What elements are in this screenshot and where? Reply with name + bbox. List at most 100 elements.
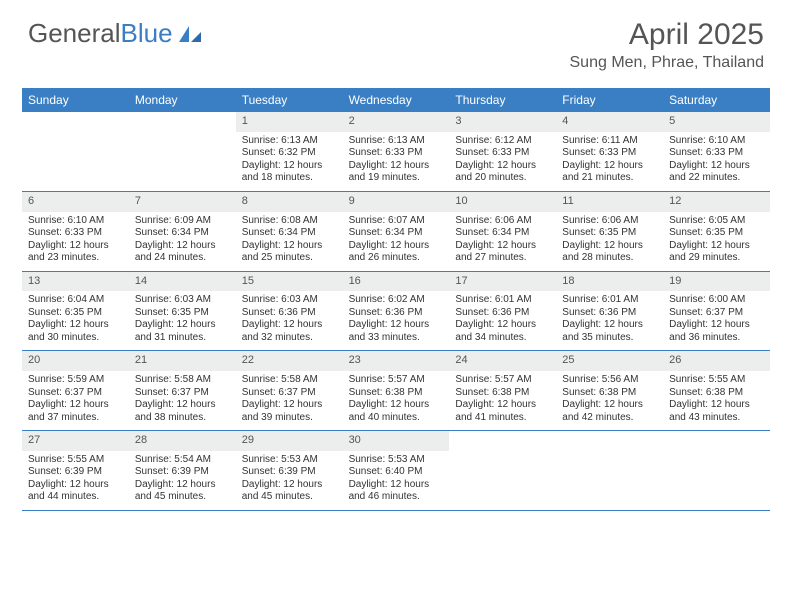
daylight-text: Daylight: 12 hours and 32 minutes.: [242, 319, 337, 344]
day-cell: [22, 112, 129, 191]
sunset-text: Sunset: 6:33 PM: [349, 147, 444, 160]
title-block: April 2025 Sung Men, Phrae, Thailand: [570, 18, 765, 72]
day-content: Sunrise: 6:08 AMSunset: 6:34 PMDaylight:…: [236, 212, 343, 271]
day-number: 7: [129, 192, 236, 212]
day-number: 30: [343, 431, 450, 451]
sunset-text: Sunset: 6:40 PM: [349, 466, 444, 479]
daylight-text: Daylight: 12 hours and 21 minutes.: [562, 160, 657, 185]
sunrise-text: Sunrise: 5:54 AM: [135, 454, 230, 467]
day-cell: 3Sunrise: 6:12 AMSunset: 6:33 PMDaylight…: [449, 112, 556, 191]
day-cell: 24Sunrise: 5:57 AMSunset: 6:38 PMDayligh…: [449, 351, 556, 430]
sunset-text: Sunset: 6:34 PM: [135, 227, 230, 240]
day-number: 20: [22, 351, 129, 371]
day-number: 13: [22, 272, 129, 292]
daylight-text: Daylight: 12 hours and 42 minutes.: [562, 399, 657, 424]
day-number: 17: [449, 272, 556, 292]
sunrise-text: Sunrise: 6:03 AM: [135, 294, 230, 307]
daylight-text: Daylight: 12 hours and 28 minutes.: [562, 240, 657, 265]
sunrise-text: Sunrise: 5:53 AM: [349, 454, 444, 467]
day-number: 16: [343, 272, 450, 292]
sunrise-text: Sunrise: 6:10 AM: [669, 135, 764, 148]
day-cell: 9Sunrise: 6:07 AMSunset: 6:34 PMDaylight…: [343, 192, 450, 271]
day-content: Sunrise: 6:13 AMSunset: 6:33 PMDaylight:…: [343, 132, 450, 191]
sunset-text: Sunset: 6:35 PM: [135, 307, 230, 320]
day-cell: 11Sunrise: 6:06 AMSunset: 6:35 PMDayligh…: [556, 192, 663, 271]
day-content: Sunrise: 6:03 AMSunset: 6:36 PMDaylight:…: [236, 291, 343, 350]
sunrise-text: Sunrise: 6:08 AM: [242, 215, 337, 228]
sunset-text: Sunset: 6:33 PM: [455, 147, 550, 160]
sunrise-text: Sunrise: 5:57 AM: [349, 374, 444, 387]
sunset-text: Sunset: 6:35 PM: [562, 227, 657, 240]
sunrise-text: Sunrise: 6:04 AM: [28, 294, 123, 307]
day-cell: [663, 431, 770, 510]
day-content: Sunrise: 5:58 AMSunset: 6:37 PMDaylight:…: [129, 371, 236, 430]
daylight-text: Daylight: 12 hours and 20 minutes.: [455, 160, 550, 185]
sunrise-text: Sunrise: 6:10 AM: [28, 215, 123, 228]
daylight-text: Daylight: 12 hours and 18 minutes.: [242, 160, 337, 185]
day-header-saturday: Saturday: [663, 88, 770, 112]
sunset-text: Sunset: 6:37 PM: [242, 387, 337, 400]
day-content: Sunrise: 6:06 AMSunset: 6:35 PMDaylight:…: [556, 212, 663, 271]
day-cell: 27Sunrise: 5:55 AMSunset: 6:39 PMDayligh…: [22, 431, 129, 510]
sunset-text: Sunset: 6:32 PM: [242, 147, 337, 160]
sunrise-text: Sunrise: 5:53 AM: [242, 454, 337, 467]
day-number: 11: [556, 192, 663, 212]
sunset-text: Sunset: 6:38 PM: [349, 387, 444, 400]
day-content: Sunrise: 6:10 AMSunset: 6:33 PMDaylight:…: [22, 212, 129, 271]
sunset-text: Sunset: 6:37 PM: [669, 307, 764, 320]
day-content: Sunrise: 5:53 AMSunset: 6:39 PMDaylight:…: [236, 451, 343, 510]
daylight-text: Daylight: 12 hours and 30 minutes.: [28, 319, 123, 344]
daylight-text: Daylight: 12 hours and 27 minutes.: [455, 240, 550, 265]
day-header-row: Sunday Monday Tuesday Wednesday Thursday…: [22, 88, 770, 112]
day-content: Sunrise: 5:56 AMSunset: 6:38 PMDaylight:…: [556, 371, 663, 430]
day-number: 1: [236, 112, 343, 132]
daylight-text: Daylight: 12 hours and 25 minutes.: [242, 240, 337, 265]
daylight-text: Daylight: 12 hours and 26 minutes.: [349, 240, 444, 265]
day-content: Sunrise: 5:53 AMSunset: 6:40 PMDaylight:…: [343, 451, 450, 510]
day-content: Sunrise: 6:12 AMSunset: 6:33 PMDaylight:…: [449, 132, 556, 191]
sunset-text: Sunset: 6:33 PM: [562, 147, 657, 160]
day-number: 2: [343, 112, 450, 132]
sunset-text: Sunset: 6:39 PM: [28, 466, 123, 479]
day-content: Sunrise: 6:05 AMSunset: 6:35 PMDaylight:…: [663, 212, 770, 271]
daylight-text: Daylight: 12 hours and 23 minutes.: [28, 240, 123, 265]
day-cell: 8Sunrise: 6:08 AMSunset: 6:34 PMDaylight…: [236, 192, 343, 271]
sunset-text: Sunset: 6:35 PM: [28, 307, 123, 320]
daylight-text: Daylight: 12 hours and 43 minutes.: [669, 399, 764, 424]
header: GeneralBlue April 2025 Sung Men, Phrae, …: [0, 0, 792, 80]
sunrise-text: Sunrise: 6:07 AM: [349, 215, 444, 228]
day-number: 4: [556, 112, 663, 132]
day-content: Sunrise: 6:03 AMSunset: 6:35 PMDaylight:…: [129, 291, 236, 350]
day-content: Sunrise: 6:00 AMSunset: 6:37 PMDaylight:…: [663, 291, 770, 350]
day-cell: 10Sunrise: 6:06 AMSunset: 6:34 PMDayligh…: [449, 192, 556, 271]
sunrise-text: Sunrise: 6:03 AM: [242, 294, 337, 307]
day-number: 25: [556, 351, 663, 371]
day-number: [449, 431, 556, 437]
day-cell: 16Sunrise: 6:02 AMSunset: 6:36 PMDayligh…: [343, 272, 450, 351]
sunrise-text: Sunrise: 6:06 AM: [562, 215, 657, 228]
day-cell: 12Sunrise: 6:05 AMSunset: 6:35 PMDayligh…: [663, 192, 770, 271]
sunrise-text: Sunrise: 5:56 AM: [562, 374, 657, 387]
sunrise-text: Sunrise: 6:11 AM: [562, 135, 657, 148]
week-row: 6Sunrise: 6:10 AMSunset: 6:33 PMDaylight…: [22, 192, 770, 272]
day-cell: 4 Sunrise: 6:11 AMSunset: 6:33 PMDaylight…: [556, 112, 663, 191]
sunrise-text: Sunrise: 5:58 AM: [242, 374, 337, 387]
daylight-text: Daylight: 12 hours and 29 minutes.: [669, 240, 764, 265]
day-cell: 29Sunrise: 5:53 AMSunset: 6:39 PMDayligh…: [236, 431, 343, 510]
day-content: Sunrise: 5:55 AMSunset: 6:38 PMDaylight:…: [663, 371, 770, 430]
daylight-text: Daylight: 12 hours and 40 minutes.: [349, 399, 444, 424]
daylight-text: Daylight: 12 hours and 45 minutes.: [135, 479, 230, 504]
day-cell: 21Sunrise: 5:58 AMSunset: 6:37 PMDayligh…: [129, 351, 236, 430]
day-content: Sunrise: 5:58 AMSunset: 6:37 PMDaylight:…: [236, 371, 343, 430]
sunrise-text: Sunrise: 6:06 AM: [455, 215, 550, 228]
day-number: [129, 112, 236, 118]
daylight-text: Daylight: 12 hours and 46 minutes.: [349, 479, 444, 504]
day-number: 5: [663, 112, 770, 132]
sunset-text: Sunset: 6:34 PM: [242, 227, 337, 240]
day-number: 3: [449, 112, 556, 132]
sunrise-text: Sunrise: 5:57 AM: [455, 374, 550, 387]
day-number: [22, 112, 129, 118]
logo: GeneralBlue: [28, 18, 203, 49]
sunrise-text: Sunrise: 6:02 AM: [349, 294, 444, 307]
calendar: Sunday Monday Tuesday Wednesday Thursday…: [22, 88, 770, 511]
